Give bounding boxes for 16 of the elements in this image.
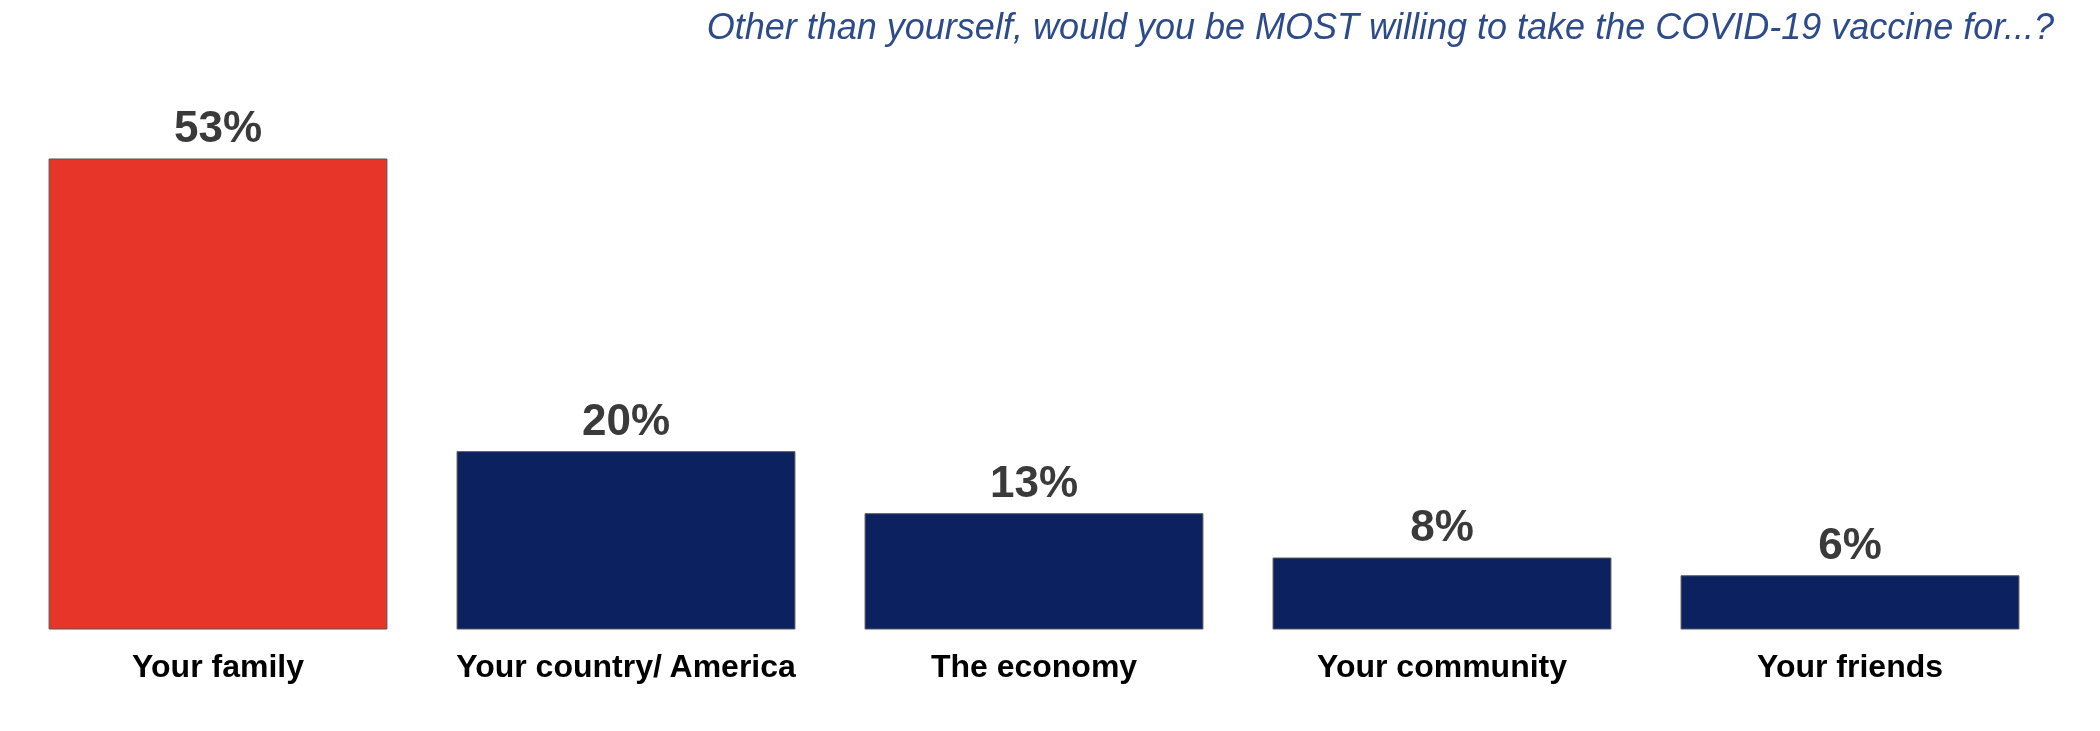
bar: [456, 451, 796, 630]
data-label: 20%: [581, 394, 671, 444]
bar: [1680, 575, 2020, 630]
x-tick-label: Your country/ America: [456, 647, 797, 684]
data-label: 53%: [173, 102, 263, 151]
x-tick-label: Your friends: [1756, 647, 1944, 684]
x-tick-label: Your family: [132, 647, 305, 684]
data-label: 8%: [1410, 501, 1474, 551]
x-tick-label: Your community: [1316, 647, 1568, 684]
data-label: 6%: [1818, 518, 1882, 568]
bar: [48, 158, 388, 630]
bar: [1272, 557, 1612, 630]
data-label: 13%: [989, 456, 1079, 506]
bar: [864, 513, 1204, 630]
chart-title: Other than yourself, would you be MOST willing to take the COVID-19 vaccine for...?: [706, 6, 2054, 47]
x-tick-label: The economy: [930, 647, 1138, 684]
